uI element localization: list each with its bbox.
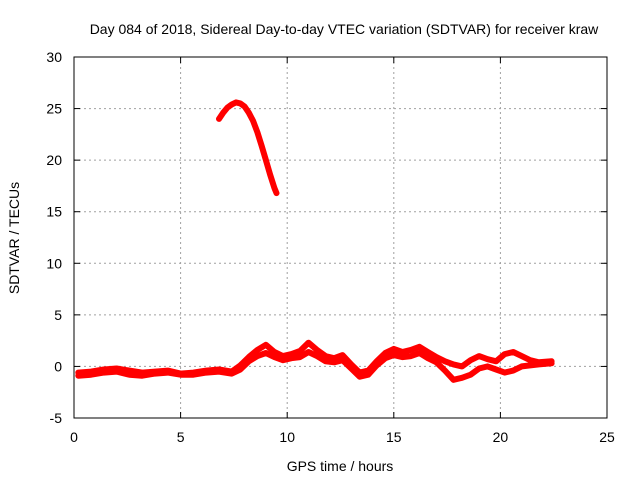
y-axis-label: SDTVAR / TECUs	[6, 182, 22, 294]
x-tick-label: 10	[279, 429, 295, 445]
y-tick-label: -5	[50, 410, 63, 426]
grid	[74, 57, 607, 418]
chart-title: Day 084 of 2018, Sidereal Day-to-day VTE…	[90, 21, 599, 37]
y-tick-label: 0	[54, 358, 62, 374]
x-tick-label: 15	[386, 429, 402, 445]
axis-ticks	[73, 56, 608, 419]
plot-frame	[73, 56, 608, 419]
y-tick-label: 25	[46, 101, 62, 117]
y-tick-labels: -5 0 5 10 15 20 25 30	[46, 49, 62, 426]
y-tick-label: 30	[46, 49, 62, 65]
y-tick-label: 5	[54, 307, 62, 323]
y-tick-label: 20	[46, 152, 62, 168]
series-group	[75, 99, 555, 383]
y-tick-label: 10	[46, 255, 62, 271]
series-line-low-band-b	[75, 349, 555, 383]
x-axis-label: GPS time / hours	[287, 458, 394, 474]
x-tick-label: 20	[493, 429, 509, 445]
y-tick-label: 15	[46, 204, 62, 220]
x-tick-labels: 0 5 10 15 20 25	[70, 429, 615, 445]
x-tick-label: 25	[599, 429, 615, 445]
series-line-high-arc	[216, 99, 280, 197]
x-tick-label: 0	[70, 429, 78, 445]
x-tick-label: 5	[177, 429, 185, 445]
